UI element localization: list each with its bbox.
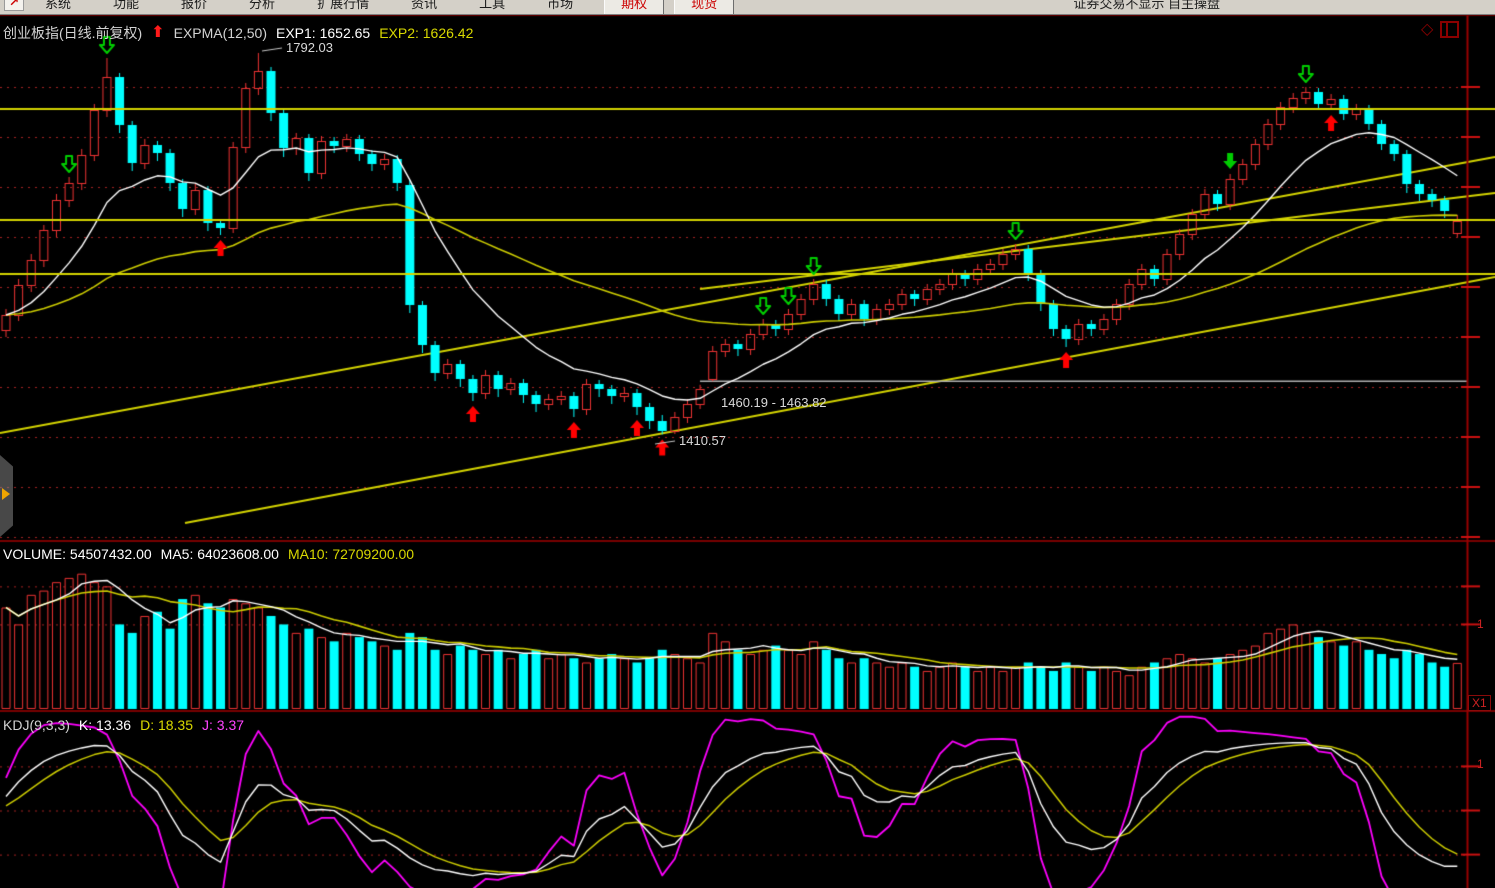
volume-axis-label: 1 [1477, 617, 1484, 631]
menu-item-quotes[interactable]: 报价 [181, 0, 208, 11]
menu-item-system[interactable]: 系统 [45, 0, 72, 11]
diamond-icon[interactable]: ◇ [1421, 20, 1434, 38]
kdj-pane-title: KDJ(9,3,3) K: 13.36 D: 18.35 J: 3.37 [3, 717, 244, 733]
kdj-j-value: J: 3.37 [202, 717, 245, 733]
kdj-d-value: D: 18.35 [140, 717, 194, 733]
app-logo-icon[interactable]: ↗ [4, 0, 24, 11]
price-annotation: 1792.03 [286, 40, 333, 55]
menu-button-spot[interactable]: 现货 [674, 0, 735, 14]
volume-ma5-value: MA5: 64023608.00 [160, 546, 279, 562]
pane-corner-controls: ◇ [1421, 20, 1460, 38]
main-pane-title: 创业板指(日线.前复权) ⬆ EXPMA(12,50) EXP1: 1652.6… [3, 23, 473, 43]
volume-pane-title: VOLUME: 54507432.00 MA5: 64023608.00 MA1… [3, 546, 414, 562]
menu-item-function[interactable]: 功能 [113, 0, 140, 11]
symbol-period-label: 创业板指(日线.前复权) [3, 25, 143, 41]
exp2-value: EXP2: 1626.42 [379, 25, 474, 41]
broker-banner-text: 证券交易不显示 自主操盘 [1073, 0, 1220, 11]
volume-period-tab[interactable]: X1 [1468, 695, 1491, 711]
menu-button-options[interactable]: 期权 [604, 0, 665, 14]
kdj-axis-label: 1 [1477, 757, 1484, 771]
expand-arrow-icon [2, 488, 10, 500]
menu-item-news[interactable]: 资讯 [411, 0, 438, 11]
expma-indicator-label[interactable]: EXPMA(12,50) [173, 25, 267, 41]
menu-item-tools[interactable]: 工具 [479, 0, 506, 11]
split-window-icon[interactable] [1440, 21, 1460, 38]
volume-value[interactable]: VOLUME: 54507432.00 [3, 546, 152, 562]
price-annotation: 1460.19 - 1463.82 [721, 395, 827, 410]
kdj-k-value: K: 13.36 [78, 717, 132, 733]
exp1-value: EXP1: 1652.65 [276, 25, 371, 41]
up-arrow-icon: ⬆ [151, 24, 165, 41]
top-menu-bar: ↗ 系统 功能 报价 分析 扩展行情 资讯 工具 市场 期权 现货 证券交易不显… [0, 0, 1495, 15]
volume-ma10-value: MA10: 72709200.00 [287, 546, 415, 562]
panel-expand-handle[interactable] [0, 455, 13, 537]
kdj-indicator-label[interactable]: KDJ(9,3,3) [3, 717, 70, 733]
menu-item-extended-quotes[interactable]: 扩展行情 [317, 0, 370, 11]
price-annotation: 1410.57 [679, 433, 726, 448]
menu-item-analysis[interactable]: 分析 [249, 0, 276, 11]
menu-item-market[interactable]: 市场 [547, 0, 574, 11]
